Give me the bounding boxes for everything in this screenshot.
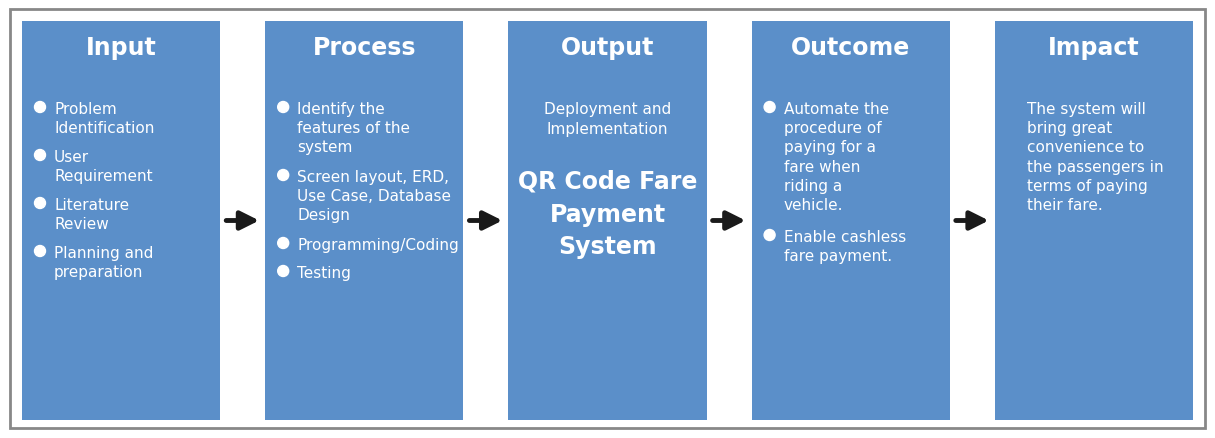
Text: Literature
Review: Literature Review bbox=[53, 198, 129, 232]
Circle shape bbox=[764, 102, 775, 113]
Text: Planning and
preparation: Planning and preparation bbox=[53, 245, 153, 279]
Bar bbox=[508, 22, 707, 420]
Text: Output: Output bbox=[561, 36, 654, 60]
Text: QR Code Fare
Payment
System: QR Code Fare Payment System bbox=[518, 170, 697, 258]
Circle shape bbox=[278, 238, 289, 249]
Text: Input: Input bbox=[86, 36, 157, 60]
Circle shape bbox=[278, 170, 289, 181]
Circle shape bbox=[764, 230, 775, 241]
Circle shape bbox=[34, 102, 45, 113]
Text: Deployment and
Implementation: Deployment and Implementation bbox=[544, 102, 671, 137]
Text: Automate the
procedure of
paying for a
fare when
riding a
vehicle.: Automate the procedure of paying for a f… bbox=[784, 102, 888, 212]
Circle shape bbox=[278, 266, 289, 277]
Bar bbox=[752, 22, 950, 420]
Bar bbox=[22, 22, 220, 420]
Bar bbox=[995, 22, 1193, 420]
Circle shape bbox=[34, 246, 45, 257]
Text: Enable cashless
fare payment.: Enable cashless fare payment. bbox=[784, 230, 906, 264]
Circle shape bbox=[34, 150, 45, 161]
Bar bbox=[265, 22, 463, 420]
Text: Testing: Testing bbox=[298, 265, 351, 280]
Text: The system will
bring great
convenience to
the passengers in
terms of paying
the: The system will bring great convenience … bbox=[1027, 102, 1164, 212]
Text: Process: Process bbox=[312, 36, 416, 60]
Text: Problem
Identification: Problem Identification bbox=[53, 102, 154, 136]
Circle shape bbox=[34, 198, 45, 209]
Text: User
Requirement: User Requirement bbox=[53, 150, 153, 184]
Text: Screen layout, ERD,
Use Case, Database
Design: Screen layout, ERD, Use Case, Database D… bbox=[298, 170, 451, 223]
Text: Impact: Impact bbox=[1049, 36, 1140, 60]
Text: Identify the
features of the
system: Identify the features of the system bbox=[298, 102, 411, 155]
Text: Programming/Coding: Programming/Coding bbox=[298, 237, 459, 252]
Text: Outcome: Outcome bbox=[791, 36, 910, 60]
Circle shape bbox=[278, 102, 289, 113]
